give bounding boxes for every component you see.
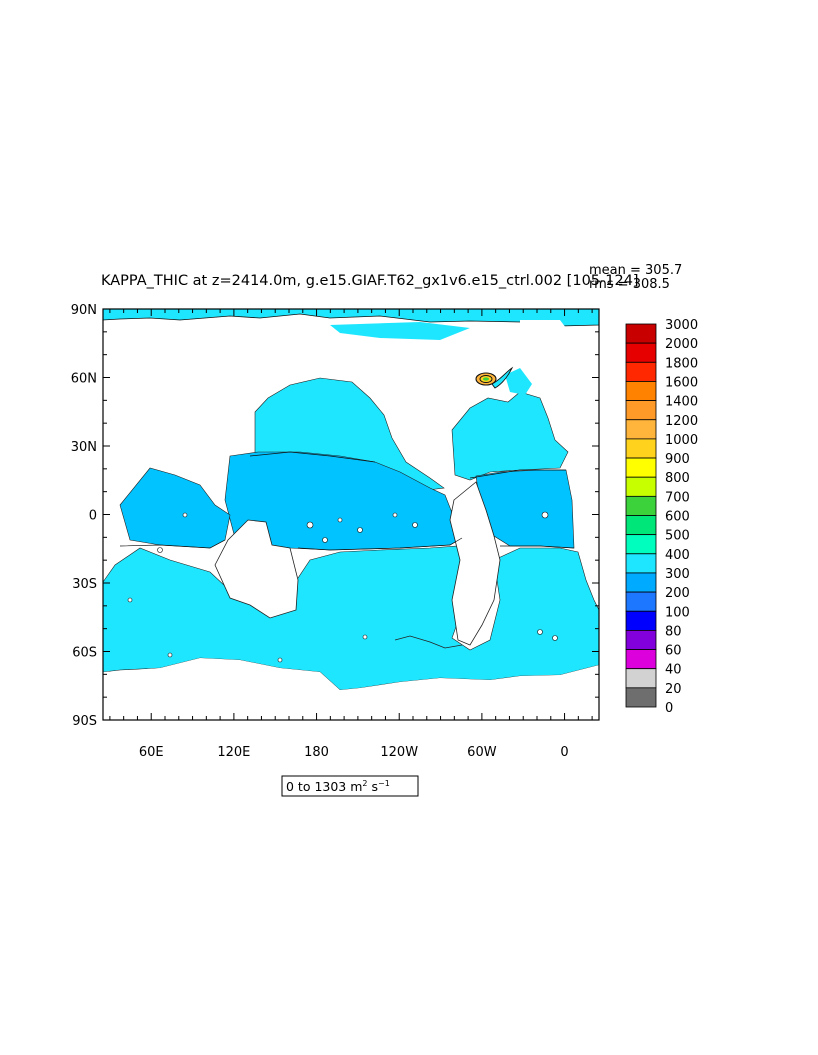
colorbar-label: 80 (665, 624, 682, 639)
colorbar-swatch (625, 438, 657, 459)
range-box: 0 to 1303 m2 s−1 (281, 775, 419, 797)
islands (127, 511, 558, 663)
y-tick-label: 30S (72, 577, 97, 592)
y-tick-label: 0 (89, 509, 97, 524)
colorbar-swatch (625, 649, 657, 670)
ocean-arctic-patch (330, 322, 470, 340)
colorbar-swatch (625, 668, 657, 689)
colorbar-swatch (625, 457, 657, 478)
ocean-labrador (505, 368, 532, 395)
colorbar-swatch (625, 342, 657, 363)
colorbar-swatch (625, 630, 657, 650)
colorbar-swatch (625, 515, 657, 536)
y-tick-label: 30N (71, 440, 97, 455)
range-units-tail: s (368, 779, 379, 794)
range-label: 0 to 1303 m (286, 779, 362, 794)
contour-hotspot (475, 366, 514, 389)
stats-mean: mean = 305.7 (589, 263, 682, 278)
x-tick-label: 120E (217, 745, 250, 760)
colorbar: 3000200018001600140012001000900800700600… (625, 318, 698, 716)
colorbar-swatch (625, 534, 657, 555)
land-australia (214, 519, 299, 619)
colorbar-label: 500 (665, 529, 690, 544)
land-greenland-mask (520, 320, 575, 362)
colorbar-swatch (625, 687, 657, 708)
x-tick-label: 0 (560, 745, 568, 760)
colorbar-label: 20 (665, 682, 682, 697)
colorbar-label: 2000 (665, 337, 698, 352)
colorbar-label: 1200 (665, 414, 698, 429)
colorbar-swatch (625, 610, 657, 631)
colorbar-label: 300 (665, 567, 690, 582)
land-antarctic-peninsula (394, 635, 463, 649)
colorbar-swatch (625, 323, 657, 344)
colorbar-label: 100 (665, 605, 690, 620)
colorbar-label: 3000 (665, 318, 698, 333)
ocean-indian (119, 467, 231, 549)
y-axis: 90N 60N 30N 0 30S 60S 90S (71, 303, 599, 729)
colorbar-swatch (625, 553, 657, 574)
colorbar-swatch (625, 400, 657, 421)
x-tick-label: 180 (304, 745, 329, 760)
contour-lines (119, 451, 575, 551)
colorbar-label: 0 (665, 701, 673, 716)
map-panel (102, 308, 600, 721)
colorbar-swatch (625, 591, 657, 612)
colorbar-label: 900 (665, 452, 690, 467)
colorbar-label: 800 (665, 471, 690, 486)
y-tick-label: 90S (72, 714, 97, 729)
chart-title: KAPPA_THIC at z=2414.0m, g.e15.GIAF.T62_… (101, 273, 639, 289)
colorbar-swatch (625, 572, 657, 593)
land-south-america (449, 481, 501, 646)
colorbar-label: 700 (665, 490, 690, 505)
colorbar-swatch (625, 476, 657, 497)
x-axis: 60E 120E 180 120W 60W 0 (109, 309, 593, 760)
colorbar-swatch (625, 419, 657, 440)
ocean-arctic (102, 308, 600, 327)
y-tick-label: 90N (71, 303, 97, 318)
colorbar-label: 1600 (665, 375, 698, 390)
colorbar-label: 1000 (665, 433, 698, 448)
colorbar-label: 1800 (665, 356, 698, 371)
colorbar-swatch (625, 381, 657, 402)
land-antarctica (103, 658, 599, 720)
colorbar-label: 60 (665, 644, 682, 659)
colorbar-label: 1400 (665, 395, 698, 410)
x-tick-label: 60W (467, 745, 497, 760)
x-tick-label: 60E (139, 745, 164, 760)
colorbar-label: 40 (665, 663, 682, 678)
stats-rms: rms = 308.5 (589, 277, 670, 292)
y-tick-label: 60N (71, 372, 97, 387)
x-tick-label: 120W (380, 745, 418, 760)
colorbar-swatch (625, 361, 657, 382)
svg-text:0 to 1303 m2 s−1: 0 to 1303 m2 s−1 (286, 779, 390, 794)
y-tick-label: 60S (72, 646, 97, 661)
colorbar-swatch (625, 495, 657, 516)
colorbar-label: 200 (665, 586, 690, 601)
colorbar-label: 600 (665, 510, 690, 525)
colorbar-label: 400 (665, 548, 690, 563)
